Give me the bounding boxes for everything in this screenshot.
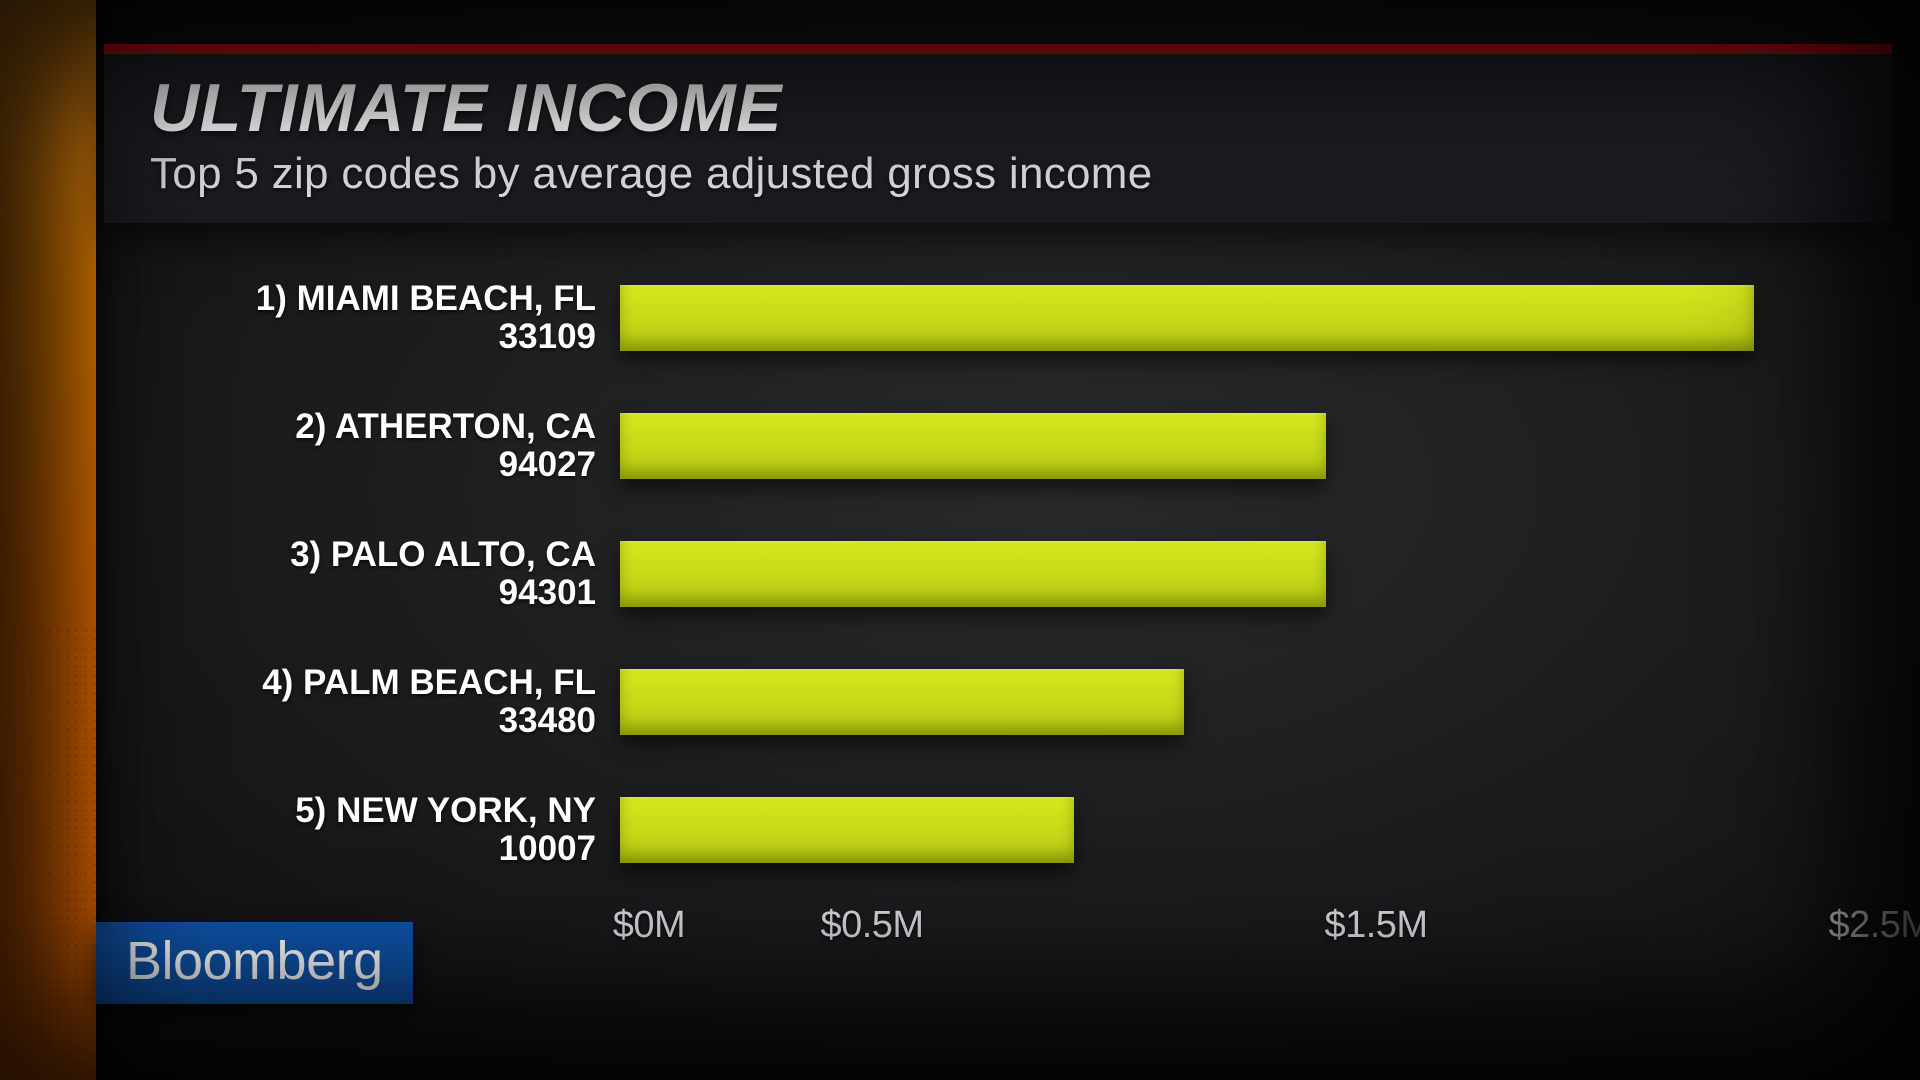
bar-label: 3) PALO ALTO, CA94301 [150, 536, 620, 612]
bar-track [620, 638, 1880, 766]
header-accent-bar [104, 44, 1892, 54]
bar-label-line2: 94027 [150, 446, 596, 484]
bar-track [620, 382, 1880, 510]
brand-logo-text: Bloomberg [126, 931, 383, 991]
header-panel: ULTIMATE INCOME Top 5 zip codes by avera… [104, 54, 1892, 223]
bar-row: 5) NEW YORK, NY10007 [150, 766, 1880, 894]
bar-chart: 1) MIAMI BEACH, FL331092) ATHERTON, CA94… [150, 250, 1880, 950]
bar-label-line2: 10007 [150, 830, 596, 868]
bar-label-line1: 5) NEW YORK, NY [150, 792, 596, 830]
bar-label: 4) PALM BEACH, FL33480 [150, 664, 620, 740]
bar [620, 797, 1074, 863]
bar [620, 285, 1754, 351]
chart-title: ULTIMATE INCOME [150, 74, 1846, 143]
bar-track [620, 766, 1880, 894]
bar-row: 1) MIAMI BEACH, FL33109 [150, 254, 1880, 382]
axis-tick: $0.5M [820, 904, 923, 947]
bar-row: 3) PALO ALTO, CA94301 [150, 510, 1880, 638]
bar-track [620, 510, 1880, 638]
bar-track [620, 254, 1880, 382]
bar-label: 2) ATHERTON, CA94027 [150, 408, 620, 484]
bar [620, 669, 1184, 735]
bar-label-line2: 33109 [150, 318, 596, 356]
bar-label-line1: 3) PALO ALTO, CA [150, 536, 596, 574]
bar-row: 2) ATHERTON, CA94027 [150, 382, 1880, 510]
bar-label: 5) NEW YORK, NY10007 [150, 792, 620, 868]
bar [620, 541, 1326, 607]
left-accent-strip [0, 0, 96, 1080]
bar-label-line2: 33480 [150, 702, 596, 740]
bar-label-line2: 94301 [150, 574, 596, 612]
bar-rows-container: 1) MIAMI BEACH, FL331092) ATHERTON, CA94… [150, 254, 1880, 894]
bar-label-line1: 1) MIAMI BEACH, FL [150, 280, 596, 318]
x-axis: $0M$0.5M$1.5M$2.5M [620, 904, 1880, 964]
axis-tick: $1.5M [1324, 904, 1427, 947]
chart-subtitle: Top 5 zip codes by average adjusted gros… [150, 149, 1846, 199]
brand-logo: Bloomberg [96, 922, 413, 1004]
bar [620, 413, 1326, 479]
bar-row: 4) PALM BEACH, FL33480 [150, 638, 1880, 766]
bar-label-line1: 4) PALM BEACH, FL [150, 664, 596, 702]
axis-tick: $0M [613, 904, 685, 947]
bar-label-line1: 2) ATHERTON, CA [150, 408, 596, 446]
axis-tick: $2.5M [1828, 904, 1920, 947]
bar-label: 1) MIAMI BEACH, FL33109 [150, 280, 620, 356]
